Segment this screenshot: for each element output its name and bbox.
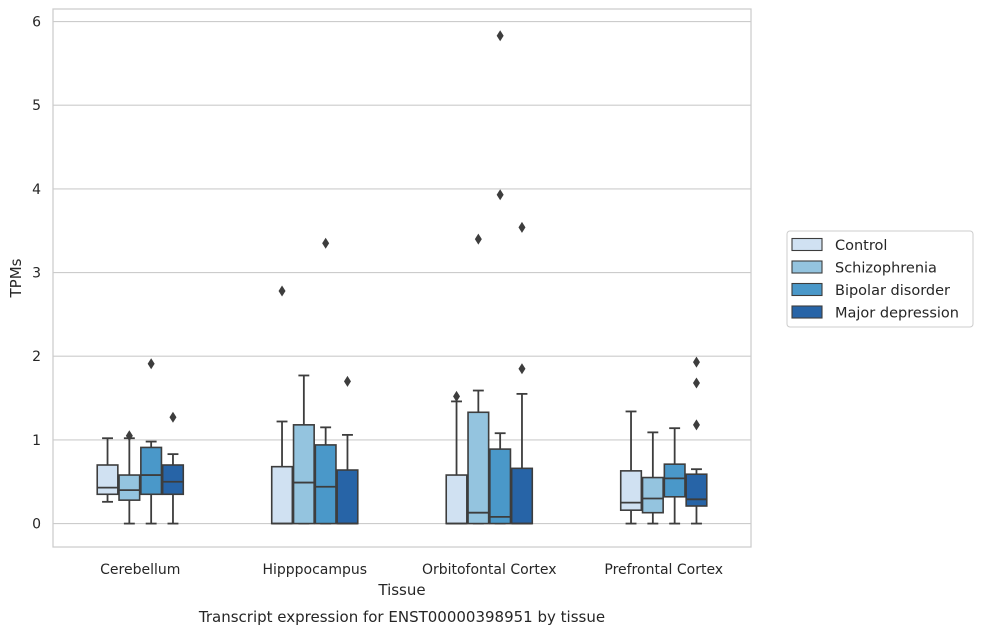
box-body [292,424,315,525]
plot-frame [52,8,752,548]
legend: Control Schizophrenia Bipolar disorder Majo… [786,230,974,328]
box-body [140,446,163,496]
box-3-3 [685,356,708,525]
y-tick-label-4: 4 [32,182,41,198]
legend-label-1: Schizophrenia [835,261,937,277]
box-1-2 [314,237,337,525]
box-body [445,474,468,525]
legend-swatch-0 [791,237,823,252]
box-3-2 [663,427,686,525]
box-0-0 [96,437,119,503]
box-body [641,476,664,514]
outlier-1 [518,221,526,233]
outlier-1 [496,30,504,42]
y-tick-label-5: 5 [32,98,41,114]
outlier-1 [692,377,700,389]
box-0-2 [140,358,163,525]
box-1-3 [336,375,359,525]
y-tick-label-1: 1 [32,433,41,449]
y-tick-label-6: 6 [32,15,41,31]
box-body [96,464,119,496]
legend-swatch-1 [791,260,823,274]
y-tick-labels: 0 1 2 3 4 5 6 [32,15,41,533]
legend-label-3: Major depression [835,306,959,322]
x-tick-label-2: Orbitofontal Cortex [422,562,557,578]
legend-label-2: Bipolar disorder [835,283,950,299]
box-1-1 [292,374,315,525]
box-body [118,474,141,501]
box-3-0 [619,410,643,525]
box-body [663,463,686,498]
box-body [510,467,534,525]
box-0-1 [118,430,141,525]
outlier-0 [692,419,700,431]
outlier-2 [692,356,700,368]
y-tick-label-3: 3 [32,266,41,282]
box-body [336,469,359,525]
x-axis-label: Tissue [377,581,425,599]
outlier-0 [453,390,461,402]
box-2-3 [510,221,534,525]
x-tick-label-1: Hipppocampus [262,562,367,578]
box-2-0 [445,390,468,525]
outlier-0 [474,233,482,245]
box-body [489,448,512,525]
box-body [161,464,185,496]
outlier-0 [518,363,526,375]
box-body [685,473,708,507]
box-3-1 [641,431,664,525]
x-tick-labels: Cerebellum Hipppocampus Orbitofontal Corte… [100,562,723,578]
y-axis-label: TPMs [7,258,25,298]
y-tick-label-0: 0 [32,517,41,533]
outlier-0 [343,375,351,387]
box-body [467,411,490,525]
box-0-3 [161,411,185,525]
legend-swatch-3 [791,305,823,319]
box-2-2 [489,30,512,525]
plot-background [53,9,751,547]
x-tick-label-0: Cerebellum [100,562,180,578]
outlier-0 [322,237,330,249]
legend-swatch-2 [791,282,823,297]
box-1-0 [270,285,294,525]
x-tick-label-3: Prefrontal Cortex [604,562,723,578]
legend-label-0: Control [835,238,887,254]
chart-marks [96,30,708,525]
box-body [619,470,643,511]
outlier-0 [496,189,504,201]
box-body [314,444,337,525]
outlier-0 [125,430,133,442]
box-body [270,465,294,525]
legend-frame [786,230,974,328]
outlier-0 [147,358,155,370]
outlier-0 [278,285,286,297]
outlier-0 [169,411,177,423]
chart-caption: Transcript expression for ENST0000039895… [198,608,605,626]
box-2-1 [467,233,490,525]
y-tick-label-2: 2 [32,349,41,365]
